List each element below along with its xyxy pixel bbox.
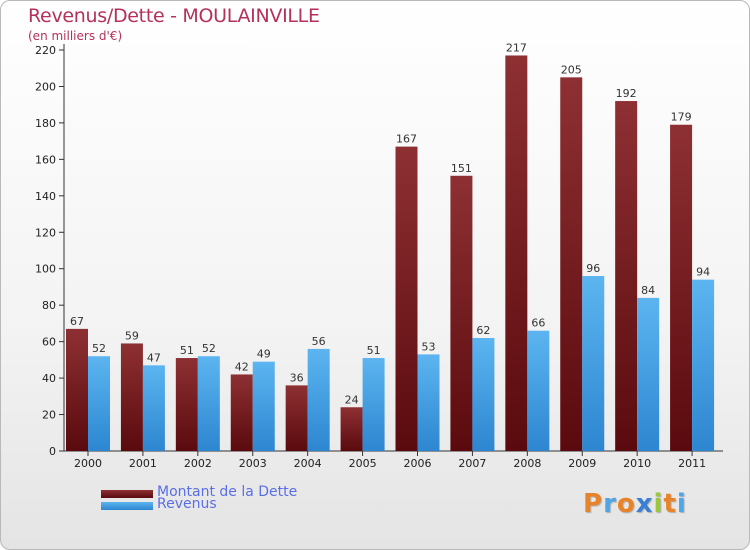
data-label: 36 — [290, 371, 304, 384]
x-tick-label: 2000 — [74, 457, 102, 470]
bar-dette — [66, 328, 88, 451]
x-tick-label: 2005 — [349, 457, 377, 470]
chart-data-labels: 67 52 59 47 51 52 42 49 36 56 24 51 167 53 151 62 217 66 2… — [70, 41, 710, 406]
data-label: 179 — [671, 111, 692, 124]
data-label: 84 — [641, 284, 655, 297]
legend-label-dette: Montant de la Dette — [157, 484, 298, 500]
x-tick-label: 2006 — [404, 457, 432, 470]
data-label: 217 — [506, 41, 527, 54]
chart-title: Revenus/Dette - MOULAINVILLE — [28, 5, 320, 27]
data-label: 94 — [696, 266, 710, 279]
data-label: 56 — [312, 335, 326, 348]
data-label: 62 — [476, 324, 490, 337]
logo-letter: i — [653, 489, 664, 519]
y-tick-label: 160 — [35, 153, 56, 166]
data-label: 167 — [396, 133, 417, 146]
bar-dette — [670, 124, 693, 452]
y-tick-label: 60 — [42, 336, 56, 349]
y-tick-label: 40 — [42, 372, 56, 385]
bar-revenus — [692, 279, 715, 451]
data-label: 49 — [257, 348, 271, 361]
data-label: 52 — [202, 342, 216, 355]
y-tick-label: 200 — [35, 80, 56, 93]
bar-revenus — [362, 358, 385, 451]
data-label: 96 — [586, 262, 600, 275]
bar-dette — [505, 55, 528, 452]
x-tick-label: 2009 — [568, 457, 596, 470]
bar-revenus — [637, 297, 660, 451]
bar-dette — [560, 77, 583, 451]
logo-letter: r — [603, 489, 617, 519]
chart-bars — [66, 55, 715, 452]
data-label: 53 — [422, 340, 436, 353]
bar-dette — [230, 374, 253, 451]
bar-revenus — [527, 330, 550, 451]
x-tick-label: 2004 — [294, 457, 322, 470]
y-tick-label: 0 — [49, 445, 56, 458]
x-tick-label: 2002 — [184, 457, 212, 470]
data-label: 51 — [180, 344, 194, 357]
bar-revenus — [88, 356, 110, 451]
data-label: 67 — [70, 315, 84, 328]
y-tick-label: 120 — [35, 226, 56, 239]
logo-letter: t — [663, 489, 677, 519]
proxiti-logo: Proxiti — [583, 489, 687, 519]
y-tick-label: 80 — [42, 299, 56, 312]
data-label: 205 — [561, 63, 582, 76]
y-tick-label: 180 — [35, 117, 56, 130]
data-label: 151 — [451, 162, 472, 175]
bar-revenus — [472, 337, 495, 451]
y-tick-label: 20 — [42, 409, 56, 422]
y-tick-label: 220 — [35, 44, 56, 57]
x-tick-label: 2011 — [678, 457, 706, 470]
data-label: 66 — [531, 317, 545, 330]
bar-revenus — [307, 348, 330, 451]
legend-label-revenus: Revenus — [157, 496, 217, 512]
y-tick-label: 100 — [35, 263, 56, 276]
x-tick-label: 2003 — [239, 457, 267, 470]
bar-dette — [395, 146, 418, 451]
logo-letter: o — [616, 489, 636, 519]
data-label: 192 — [616, 87, 637, 100]
logo-letter: x — [635, 489, 654, 519]
bar-revenus — [252, 361, 275, 451]
bar-dette — [120, 343, 143, 451]
x-tick-label: 2001 — [129, 457, 157, 470]
bar-dette — [615, 101, 638, 451]
x-tick-label: 2008 — [513, 457, 541, 470]
bar-revenus — [417, 354, 440, 451]
data-label: 51 — [367, 344, 381, 357]
data-label: 52 — [92, 342, 106, 355]
data-label: 47 — [147, 351, 161, 364]
bar-dette — [340, 407, 363, 451]
data-label: 42 — [235, 360, 249, 373]
bar-revenus — [582, 276, 605, 451]
bar-dette — [450, 175, 473, 451]
bar-dette — [175, 358, 198, 451]
bar-dette — [285, 385, 308, 451]
legend-swatch-dette — [101, 490, 153, 498]
chart-axes: 0 20 40 60 80 100 120 140 160 180 200 220 2000 2001 20… — [35, 44, 723, 470]
bar-revenus — [142, 365, 165, 451]
logo-letter: P — [583, 489, 604, 519]
data-label: 59 — [125, 329, 139, 342]
x-tick-label: 2010 — [623, 457, 651, 470]
y-tick-label: 140 — [35, 190, 56, 203]
legend-swatch-revenus — [101, 502, 153, 510]
data-label: 24 — [345, 393, 359, 406]
chart-subtitle: (en milliers d'€) — [28, 29, 123, 43]
bar-revenus — [197, 356, 220, 451]
logo-letter: i — [676, 489, 687, 519]
x-tick-label: 2007 — [458, 457, 486, 470]
